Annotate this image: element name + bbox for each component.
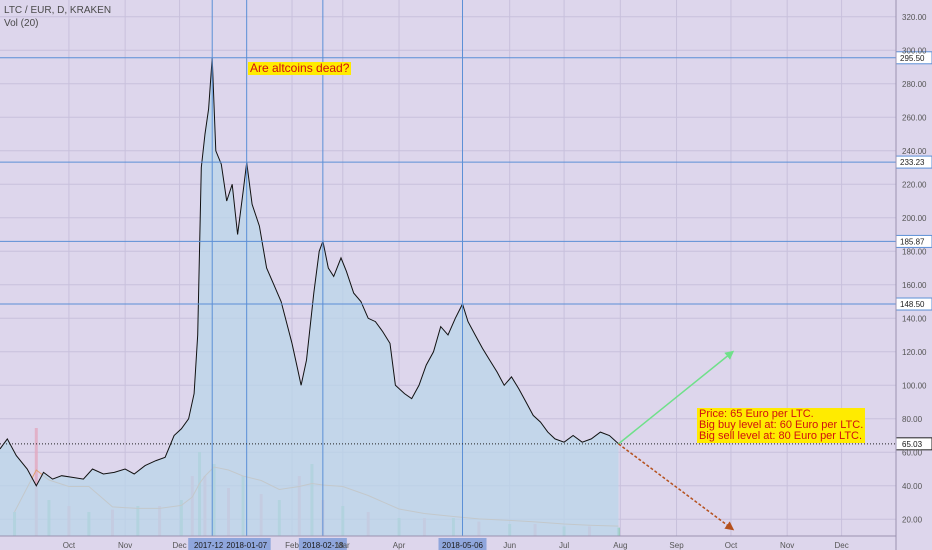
- x-tick-label: Dec: [172, 541, 186, 550]
- price-area-fill: [0, 57, 619, 537]
- y-tick-label: 120.00: [902, 348, 927, 357]
- projection-arrow-down: [618, 443, 735, 531]
- annotation-title: Are altcoins dead?: [248, 61, 352, 75]
- date-label: 2018-05-06: [442, 541, 483, 550]
- x-tick-label: Oct: [63, 541, 76, 550]
- x-tick-label: Oct: [725, 541, 738, 550]
- y-tick-label: 280.00: [902, 80, 927, 89]
- y-tick-label: 140.00: [902, 314, 927, 323]
- date-label-box: [438, 538, 487, 550]
- level-label: 295.50: [900, 54, 925, 63]
- y-tick-label: 100.00: [902, 381, 927, 390]
- date-label: 2018-02-18: [302, 541, 343, 550]
- y-tick-label: 80.00: [902, 415, 923, 424]
- y-tick-label: 40.00: [902, 482, 923, 491]
- date-label-box: [298, 538, 347, 550]
- price-area: [0, 57, 619, 537]
- symbol-label: LTC / EUR, D, KRAKEN: [4, 5, 112, 16]
- y-tick-label: 60.00: [902, 448, 923, 457]
- y-tick-label: 320.00: [902, 13, 927, 22]
- y-tick-label: 180.00: [902, 247, 927, 256]
- x-tick-label: Apr: [393, 541, 406, 550]
- y-tick-label: 160.00: [902, 281, 927, 290]
- date-label: 2017-12-1: [194, 541, 231, 550]
- chart-header: LTC / EUR, D, KRAKEN Vol (20): [4, 4, 111, 30]
- x-tick-label: Jun: [503, 541, 516, 550]
- current-price-label: 65.03: [902, 440, 923, 449]
- x-tick-label: Mar: [336, 541, 350, 550]
- price-line: [0, 57, 619, 487]
- projection-arrow-up: [618, 350, 735, 445]
- annotation-info: Price: 65 Euro per LTC. Big buy level at…: [697, 408, 866, 443]
- x-tick-label: Sep: [669, 541, 684, 550]
- y-tick-label: 240.00: [902, 147, 927, 156]
- level-label: 233.23: [900, 158, 925, 167]
- info-line-price: Price: 65 Euro per LTC.: [699, 408, 814, 420]
- y-tick-label: 300.00: [902, 46, 927, 55]
- x-tick-label: Dec: [834, 541, 848, 550]
- x-axis: Oct Nov Dec Feb Mar Apr Jun Jul Aug Sep Oct Nov Dec: [0, 535, 896, 550]
- y-axis: 20.00 40.00 60.00 80.00 100.00 120.00 140.00 16…: [895, 0, 927, 550]
- x-tick-label: Feb: [285, 541, 299, 550]
- x-tick-label: Jul: [559, 541, 569, 550]
- y-tick-label: 20.00: [902, 515, 923, 524]
- y-tick-label: 260.00: [902, 113, 927, 122]
- projection-arrows: [618, 350, 735, 531]
- info-line-buy: Big buy level at: 60 Euro per LTC.: [699, 419, 864, 431]
- level-label: 148.50: [900, 300, 925, 309]
- x-tick-label: Nov: [118, 541, 132, 550]
- info-line-sell: Big sell level at: 80 Euro per LTC.: [699, 430, 863, 442]
- level-label: 185.87: [900, 237, 925, 246]
- x-tick-label: Aug: [613, 541, 627, 550]
- date-label-box: [222, 538, 271, 550]
- volume-bar: [34, 428, 38, 536]
- volume-indicator-label: Vol (20): [4, 18, 39, 29]
- y-tick-label: 220.00: [902, 180, 927, 189]
- price-series-line: [0, 57, 619, 487]
- y-tick-label: 200.00: [902, 214, 927, 223]
- x-tick-label: Nov: [780, 541, 794, 550]
- date-label: 2018-01-07: [226, 541, 267, 550]
